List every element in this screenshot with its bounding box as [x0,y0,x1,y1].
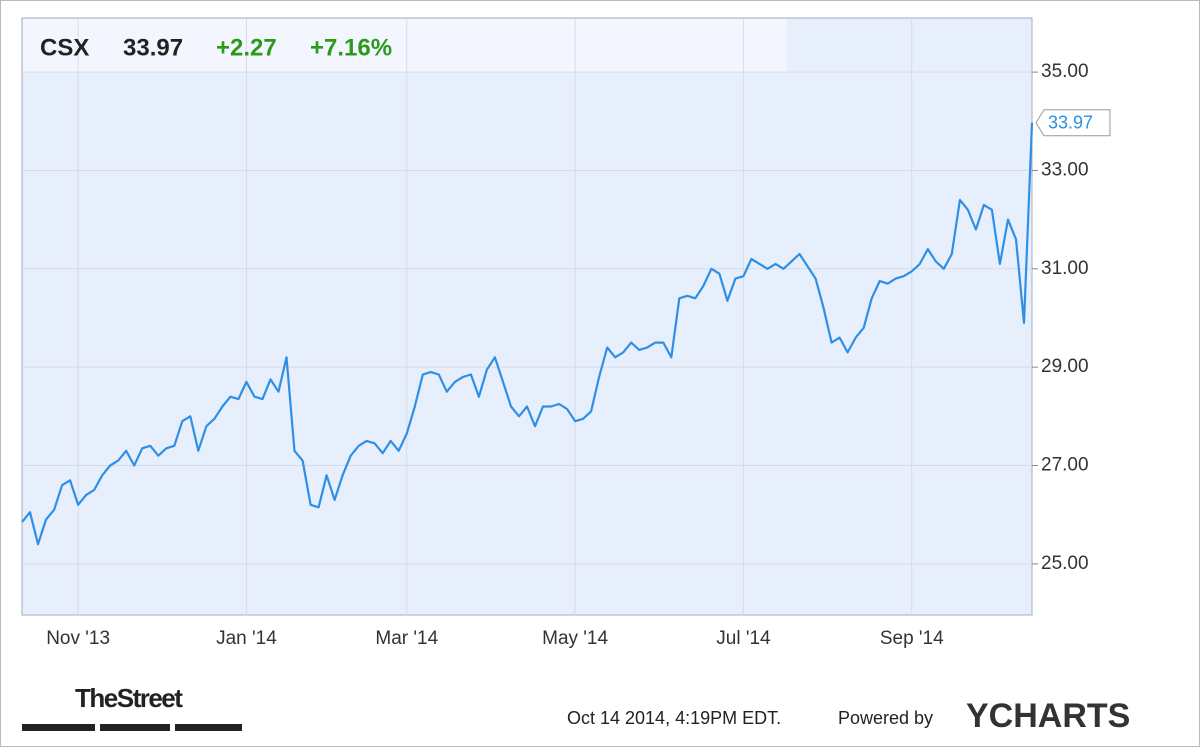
change-pct: +7.16% [310,34,392,61]
y-tick-label: 31.00 [1041,258,1089,279]
symbol: CSX [40,34,89,61]
plot-area [21,17,1033,616]
x-tick-label: Sep '14 [880,628,944,649]
last-value-label: 33.97 [1048,112,1093,132]
x-tick-label: Jan '14 [216,628,277,649]
price: 33.97 [123,34,183,61]
y-tick-label: 25.00 [1041,553,1089,574]
x-tick-label: Nov '13 [46,628,110,649]
timestamp: Oct 14 2014, 4:19PM EDT. [567,708,781,728]
x-tick-label: Jul '14 [716,628,771,649]
brand-bar [100,724,170,731]
change: +2.27 [216,34,277,61]
brand: TheStreet [75,683,183,713]
brand-bar [175,724,242,731]
powered-by: Powered by [838,708,933,728]
last-value-box [1035,109,1111,137]
provider: YCHARTS [966,697,1130,735]
brand-bar [22,724,95,731]
x-tick-label: Mar '14 [375,628,438,649]
price-line [21,122,1034,546]
y-tick-label: 27.00 [1041,455,1089,476]
header-band [23,19,787,72]
y-tick-label: 35.00 [1041,61,1089,82]
y-tick-label: 33.00 [1041,159,1089,180]
x-tick-label: May '14 [542,628,608,649]
y-tick-label: 29.00 [1041,356,1089,377]
grid [22,18,1032,615]
